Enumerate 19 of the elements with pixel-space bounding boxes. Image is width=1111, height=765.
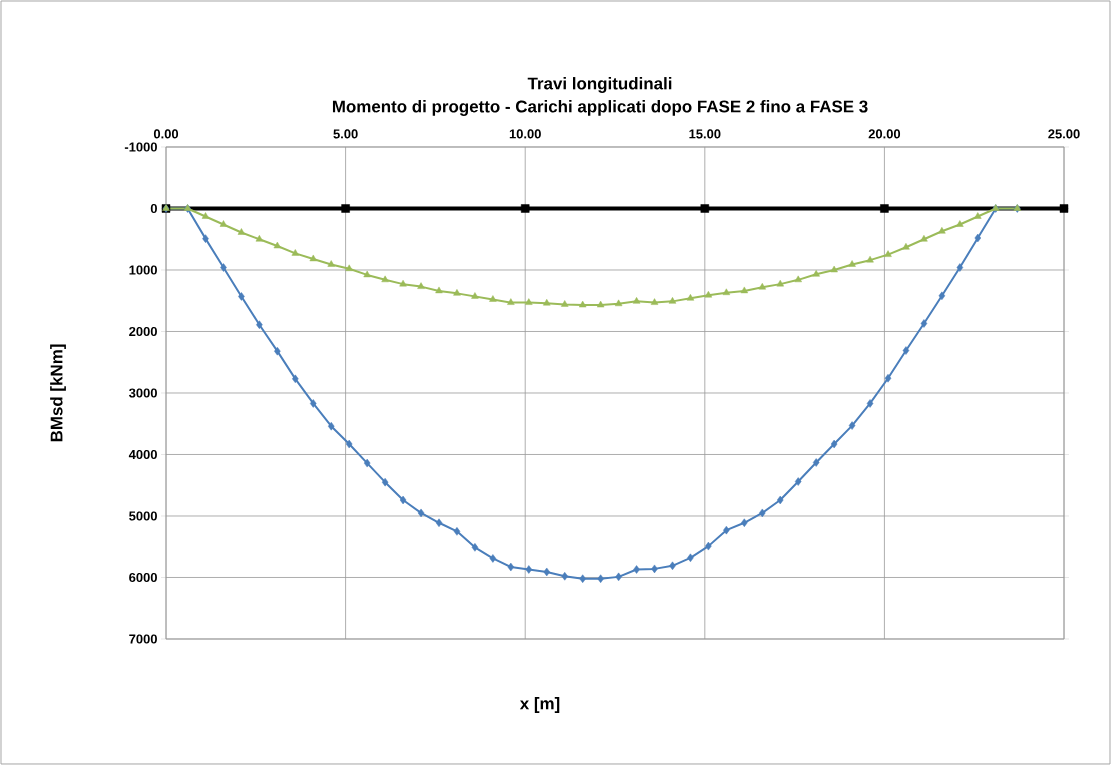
- x-axis-title: x [m]: [519, 697, 560, 713]
- y-axis-title: BMsd [kNm]: [50, 344, 66, 442]
- y-tick-label: 1000: [129, 265, 157, 275]
- y-tick-label: 5000: [129, 511, 157, 521]
- y-tick-label: -1000: [124, 142, 157, 152]
- y-tick-label: 3000: [128, 388, 157, 398]
- x-tick-label: 20.00: [868, 129, 901, 139]
- y-tick-label: 2000: [129, 326, 157, 337]
- y-tick-label: 7000: [129, 634, 157, 644]
- x-tick-label: 0.00: [153, 129, 179, 139]
- chart-title: Travi longitudinali: [527, 77, 672, 93]
- x-tick-label: 5.00: [333, 129, 358, 139]
- x-tick-label: 10.00: [509, 129, 541, 139]
- y-tick-label: 4000: [128, 449, 157, 460]
- x-tick-label: 25.00: [1048, 129, 1080, 139]
- x-tick-label: 15.00: [689, 129, 721, 139]
- y-tick-label: 0: [150, 203, 157, 214]
- y-tick-label: 6000: [129, 572, 157, 583]
- chart-subtitle: Momento di progetto - Carichi applicati dopo FASE 2 fino a FASE 3: [332, 100, 868, 116]
